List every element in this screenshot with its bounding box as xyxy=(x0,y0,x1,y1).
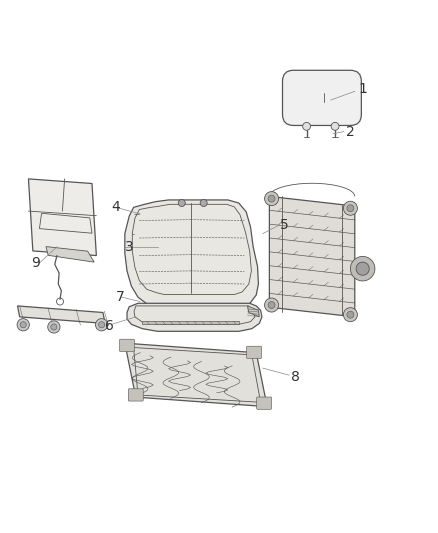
Polygon shape xyxy=(142,321,239,324)
FancyBboxPatch shape xyxy=(247,346,261,359)
Polygon shape xyxy=(127,303,262,332)
Circle shape xyxy=(347,311,354,318)
Circle shape xyxy=(356,262,369,275)
Text: 3: 3 xyxy=(125,240,134,254)
FancyBboxPatch shape xyxy=(120,339,134,351)
Text: 1: 1 xyxy=(358,82,367,96)
Text: 9: 9 xyxy=(32,256,40,270)
Circle shape xyxy=(200,199,207,206)
Circle shape xyxy=(51,324,57,330)
Polygon shape xyxy=(125,200,258,307)
Circle shape xyxy=(331,123,339,130)
Circle shape xyxy=(268,302,275,309)
Circle shape xyxy=(268,195,275,202)
Circle shape xyxy=(99,322,105,328)
Text: 4: 4 xyxy=(112,200,120,214)
Polygon shape xyxy=(46,247,94,262)
Polygon shape xyxy=(18,306,105,324)
Circle shape xyxy=(347,205,354,212)
Text: 7: 7 xyxy=(116,290,125,304)
Circle shape xyxy=(303,123,311,130)
Circle shape xyxy=(178,199,185,206)
Text: 6: 6 xyxy=(105,319,114,333)
FancyBboxPatch shape xyxy=(128,389,143,401)
Circle shape xyxy=(265,298,279,312)
Circle shape xyxy=(343,308,357,322)
Polygon shape xyxy=(28,179,96,255)
Circle shape xyxy=(20,322,26,328)
FancyBboxPatch shape xyxy=(257,397,272,409)
Polygon shape xyxy=(269,197,355,317)
Circle shape xyxy=(350,256,375,281)
Circle shape xyxy=(343,201,357,215)
Circle shape xyxy=(17,319,29,331)
Circle shape xyxy=(48,321,60,333)
Circle shape xyxy=(95,319,108,331)
Text: 2: 2 xyxy=(346,125,355,139)
Circle shape xyxy=(265,191,279,206)
Text: 5: 5 xyxy=(280,218,289,232)
Polygon shape xyxy=(247,306,259,317)
Text: 8: 8 xyxy=(291,370,300,384)
FancyBboxPatch shape xyxy=(283,70,361,125)
Polygon shape xyxy=(125,343,267,407)
